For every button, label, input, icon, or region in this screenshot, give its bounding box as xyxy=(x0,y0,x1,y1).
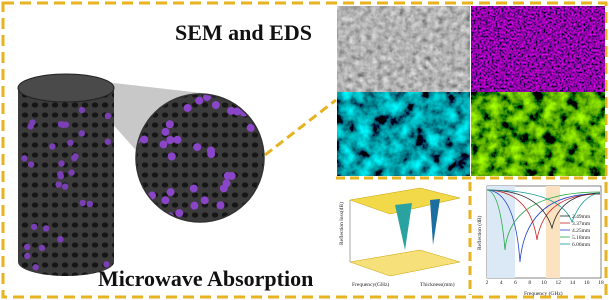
x-axis-label: Frequency (GHz) xyxy=(524,290,563,297)
legend-entry: 5.18mm xyxy=(572,235,591,241)
particle xyxy=(242,214,250,222)
particle xyxy=(247,124,255,132)
particle xyxy=(148,192,156,200)
eds-map-green xyxy=(471,92,605,176)
particle xyxy=(55,181,61,187)
particle xyxy=(175,209,183,217)
particle xyxy=(24,253,30,259)
particle xyxy=(79,200,85,206)
x-tick-label: 14 xyxy=(570,280,576,286)
particle xyxy=(190,202,198,210)
x-tick-label: 6 xyxy=(514,280,517,286)
y-axis-label: Reflection (dB) xyxy=(476,215,483,250)
particle xyxy=(31,224,37,230)
particle xyxy=(62,183,68,189)
particle xyxy=(79,130,85,136)
x-tick-label: 18 xyxy=(598,280,604,286)
particle xyxy=(184,104,192,112)
x-tick-label: 10 xyxy=(541,280,547,286)
particle xyxy=(173,136,181,144)
particle xyxy=(39,245,45,251)
particle xyxy=(43,225,49,231)
particle xyxy=(68,169,74,175)
y-axis-label: Thickness(mm) xyxy=(420,281,455,288)
particle xyxy=(57,236,63,242)
particle xyxy=(87,201,93,207)
particle xyxy=(29,119,35,125)
particle xyxy=(217,201,225,209)
particle xyxy=(49,143,55,149)
particle xyxy=(168,153,176,161)
particle xyxy=(32,264,38,270)
particle xyxy=(166,136,174,144)
surface-plot: Reflection loss(dB) Frequency(GHz) Thick… xyxy=(338,188,460,288)
particle xyxy=(167,188,175,196)
particle xyxy=(21,155,27,161)
particle xyxy=(60,122,66,128)
particle xyxy=(201,196,209,204)
x-tick-label: 8 xyxy=(528,280,531,286)
x-axis-label: Frequency(GHz) xyxy=(352,281,389,288)
particle xyxy=(224,172,232,180)
particle xyxy=(58,160,64,166)
x-tick-label: 2 xyxy=(486,280,489,286)
x-tick-label: 12 xyxy=(556,280,562,286)
particle xyxy=(212,101,220,109)
particle xyxy=(67,140,73,146)
cylinder-top xyxy=(18,74,114,102)
particle xyxy=(79,107,85,113)
particle xyxy=(223,179,231,187)
x-tick-label: 4 xyxy=(500,280,503,286)
particle xyxy=(193,143,201,151)
particle xyxy=(105,139,111,145)
particle xyxy=(207,150,215,158)
particle xyxy=(24,244,30,250)
legend-entry: 6.06mm xyxy=(572,242,591,248)
line-plot: Reflection (dB) Frequency (GHz) 2 4 6 8 10 12… xyxy=(476,186,604,297)
x-tick-label: 16 xyxy=(584,280,590,286)
particle xyxy=(161,128,169,136)
particle xyxy=(28,161,34,167)
particle xyxy=(133,187,141,195)
particle xyxy=(190,185,198,193)
eds-map-purple xyxy=(471,6,605,92)
particle xyxy=(143,217,151,225)
eds-map-cyan xyxy=(337,92,470,176)
absorption-title: Microwave Absorption xyxy=(98,266,313,291)
legend-entry: 4.25mm xyxy=(572,228,591,234)
graphical-abstract: SEM and EDS Microwave Absorption Reflect… xyxy=(0,0,609,300)
z-axis-label: Reflection loss(dB) xyxy=(338,202,345,245)
legend-entry: 2.49mm xyxy=(572,214,591,220)
particle xyxy=(72,153,78,159)
particle xyxy=(161,196,169,204)
particle xyxy=(195,97,203,105)
particle xyxy=(251,200,259,208)
legend-entry: 3.37mm xyxy=(572,221,591,227)
connector xyxy=(265,100,336,155)
sem-image xyxy=(337,6,470,92)
particle xyxy=(57,171,63,177)
sem-title: SEM and EDS xyxy=(175,20,312,45)
particle xyxy=(105,113,111,119)
particle xyxy=(166,120,174,128)
particle xyxy=(140,136,148,144)
particle xyxy=(160,140,168,148)
